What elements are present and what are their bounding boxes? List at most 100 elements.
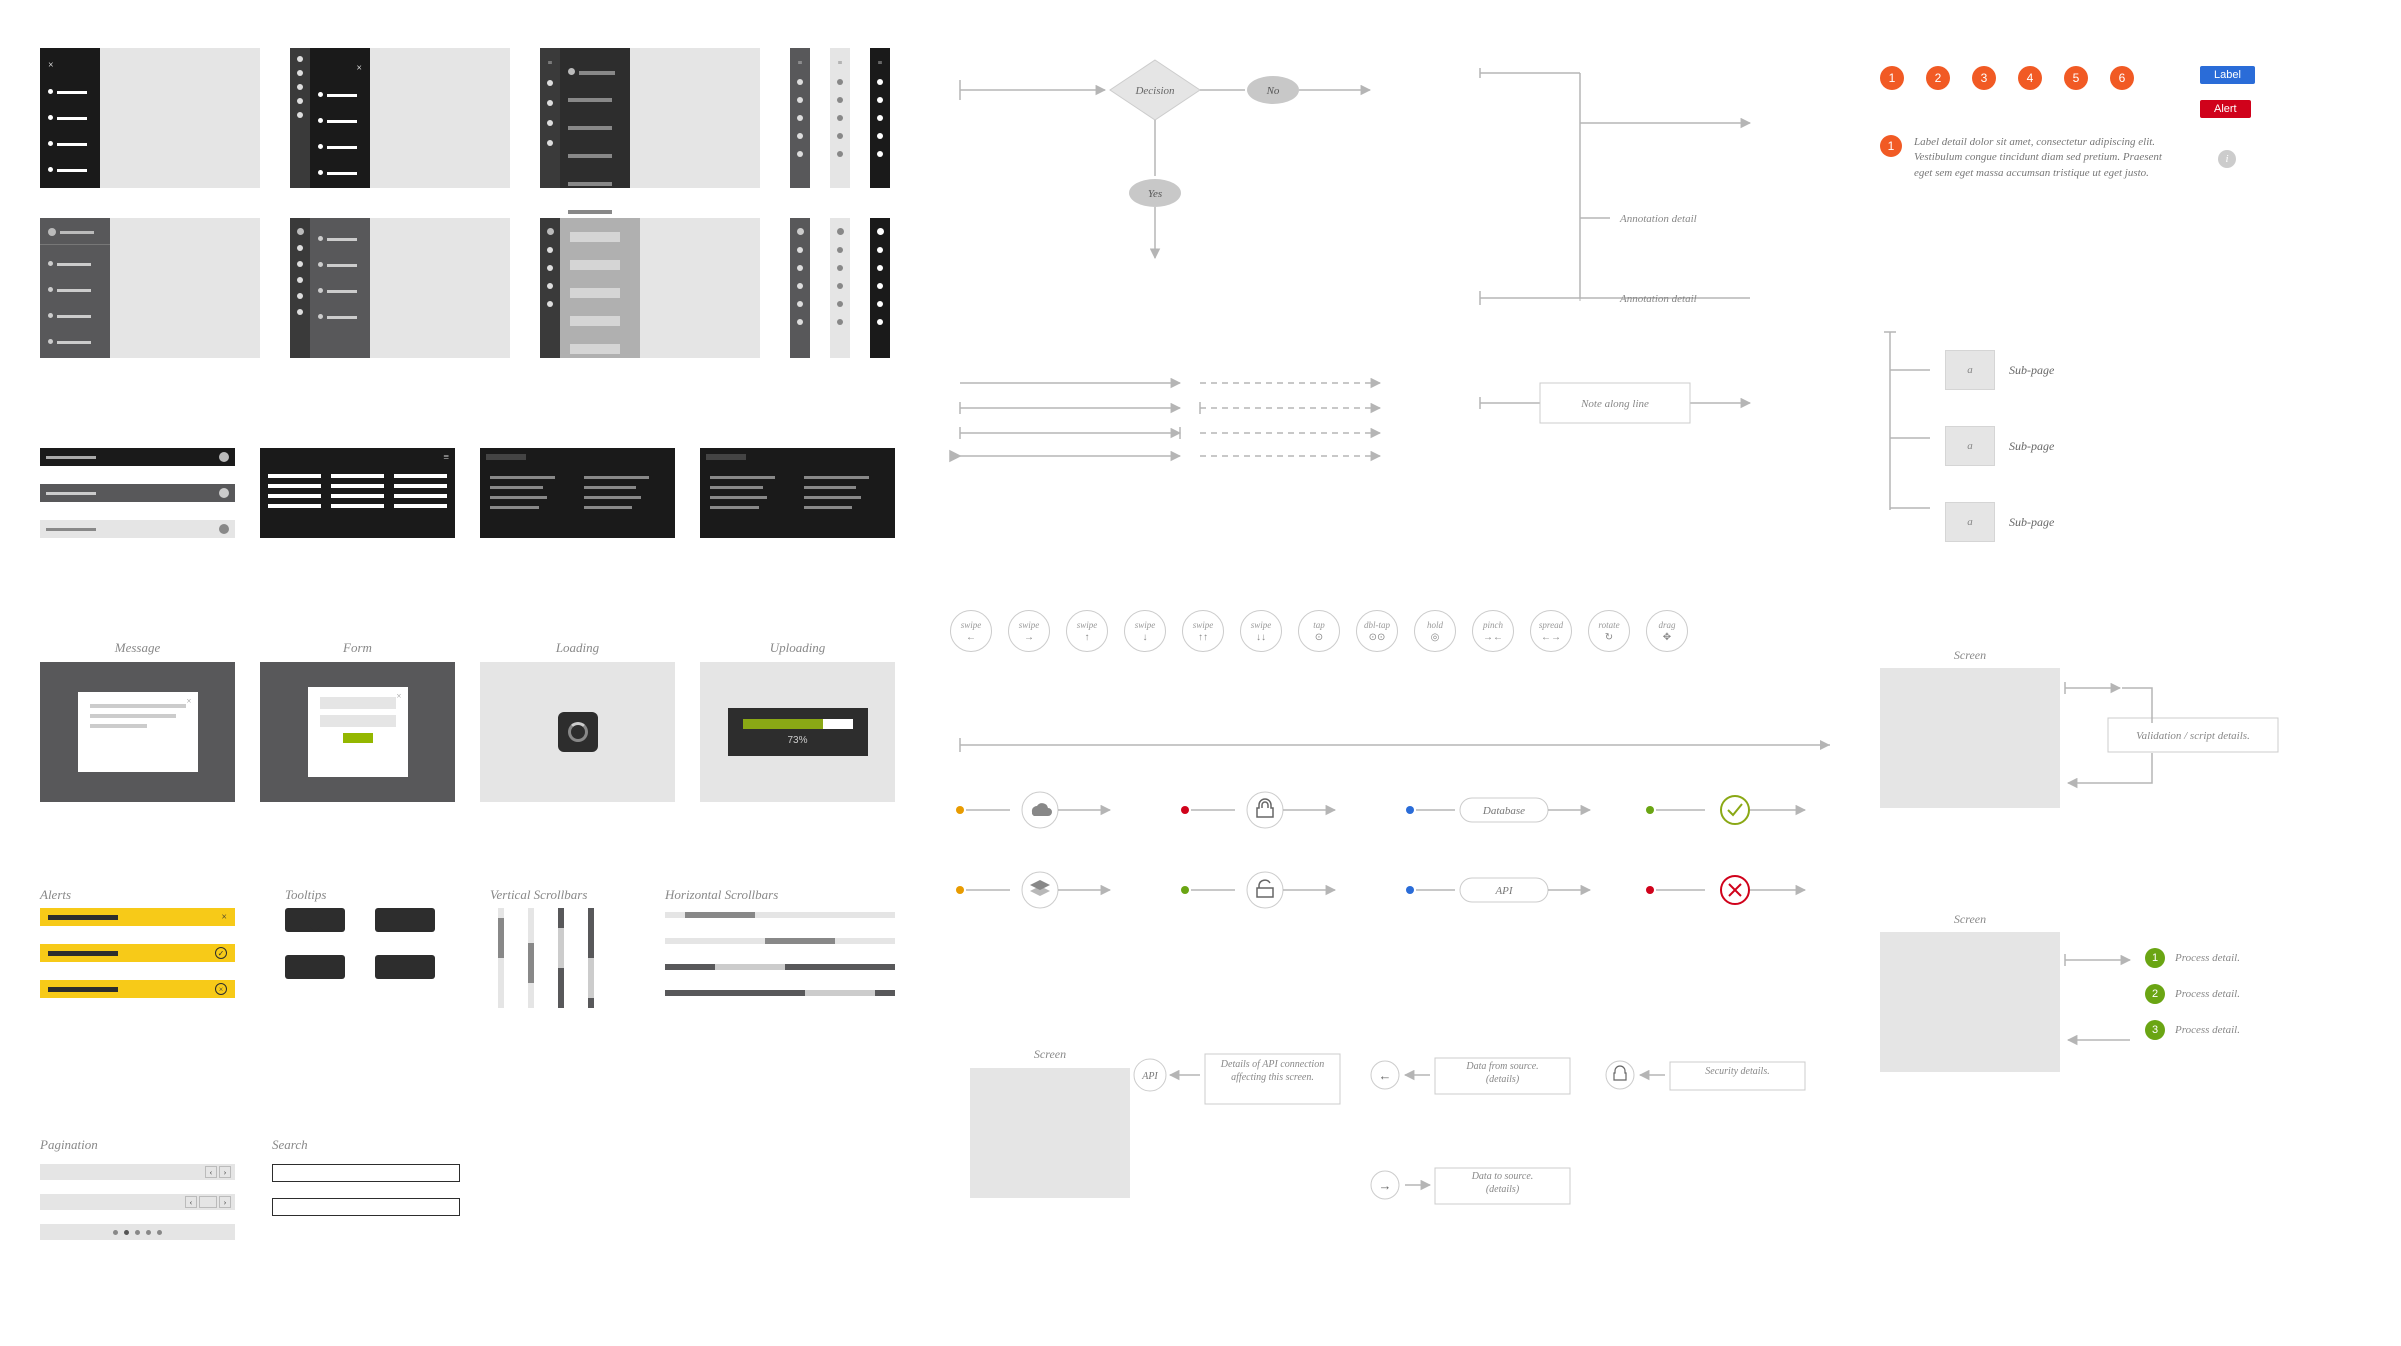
user-icon [797, 228, 804, 235]
modal-message: × [40, 662, 235, 802]
tooltip [375, 955, 435, 979]
hamburger-icon[interactable]: ≡ [878, 58, 883, 67]
gesture-swipe: swipe→ [1008, 610, 1050, 652]
security-detail: Security details. [1675, 1066, 1800, 1077]
close-icon[interactable]: × [221, 912, 227, 923]
check-icon[interactable]: ✓ [215, 947, 227, 959]
hamburger-icon[interactable]: ≡ [443, 452, 449, 463]
hamburger-icon[interactable]: ≡ [838, 58, 843, 67]
section-title: Screen [1880, 648, 2060, 663]
section-title: Tooltips [285, 887, 326, 903]
flowchart-diagram: Decision No Yes Annotation detail Annota… [940, 48, 1850, 458]
sidebar-rail: ≡ [790, 48, 810, 188]
pagination[interactable]: ‹ › [40, 1164, 235, 1180]
step-badge: 4 [2018, 66, 2042, 90]
vscrollbar[interactable] [498, 908, 504, 1008]
timeline-slider[interactable] [950, 730, 1840, 760]
vscrollbar[interactable] [588, 908, 594, 1008]
badge-row: 123456 [1880, 66, 2134, 90]
gesture-swipe: swipe↑ [1066, 610, 1108, 652]
gesture-swipe: swipe↓↓ [1240, 610, 1282, 652]
toolbar-thumb [40, 484, 235, 502]
search-input[interactable] [272, 1164, 460, 1182]
badge-detail: Label detail dolor sit amet, consectetur… [1914, 135, 2180, 181]
flow-rows: Database API [950, 790, 1840, 930]
info-icon[interactable]: i [2218, 150, 2236, 168]
submit-button[interactable] [343, 733, 373, 743]
vscrollbar[interactable] [528, 908, 534, 1008]
data-to: Data to source. (details) [1440, 1170, 1565, 1196]
menu-panel [480, 466, 675, 538]
menu-panel [700, 466, 895, 538]
section-title: Loading [480, 640, 675, 656]
section-title: Screen [1880, 912, 2060, 927]
tooltip [285, 955, 345, 979]
tooltip [375, 908, 435, 932]
gesture-pinch: pinch→← [1472, 610, 1514, 652]
section-title: Pagination [40, 1137, 98, 1153]
alert-warning: ✓ [40, 944, 235, 962]
sidebar-thumb [290, 218, 510, 358]
pagination-dots[interactable] [40, 1224, 235, 1240]
search-input[interactable] [272, 1198, 460, 1216]
sidebar-rail: ≡ [830, 48, 850, 188]
section-title: Form [260, 640, 455, 656]
menu-panel [260, 466, 455, 538]
svg-text:API: API [1141, 1071, 1158, 1082]
screen-thumb [1880, 668, 2060, 808]
hscrollbar[interactable] [665, 964, 895, 970]
svg-text:→: → [1379, 1178, 1392, 1193]
user-icon [547, 228, 554, 235]
hscrollbar[interactable] [665, 990, 895, 996]
close-icon[interactable]: × [396, 691, 401, 701]
close-icon[interactable]: × [186, 696, 191, 706]
sitemap-item[interactable]: aSub-page [1945, 502, 2054, 542]
alert-badge: Alert [2200, 100, 2251, 118]
avatar-icon [219, 524, 229, 534]
toolbar-thumb [40, 448, 235, 466]
close-icon[interactable]: × [48, 60, 54, 71]
section-title: Uploading [700, 640, 895, 656]
data-flow: API Details of API connection affecting … [1130, 1040, 1850, 1240]
avatar-icon [219, 488, 229, 498]
pagination[interactable]: ‹ › [40, 1194, 235, 1210]
modal-form: × [260, 662, 455, 802]
cancel-icon[interactable]: × [215, 983, 227, 995]
api-detail: Details of API connection affecting this… [1210, 1058, 1335, 1084]
gesture-hold: hold◎ [1414, 610, 1456, 652]
screen-thumb [970, 1068, 1130, 1198]
vscrollbar[interactable] [558, 908, 564, 1008]
sidebar-thumb: × [290, 48, 510, 188]
api-label: API [1494, 885, 1513, 897]
hscrollbar[interactable] [665, 912, 895, 918]
sidebar-thumb [540, 218, 760, 358]
modal-uploading: 73% [700, 662, 895, 802]
yes-label: Yes [1148, 188, 1162, 200]
section-title: Vertical Scrollbars [490, 887, 587, 903]
user-icon [297, 228, 304, 235]
sidebar-rail [790, 218, 810, 358]
no-label: No [1266, 85, 1280, 97]
gesture-rotate: rotate↻ [1588, 610, 1630, 652]
process-step: 3Process detail. [2145, 1020, 2240, 1040]
label-badge: Label [2200, 66, 2255, 84]
database-label: Database [1482, 805, 1525, 817]
close-icon[interactable]: × [356, 63, 362, 74]
hamburger-icon[interactable]: ≡ [548, 60, 553, 66]
check-icon [1721, 796, 1749, 824]
section-title: Alerts [40, 887, 71, 903]
alert-warning: × [40, 980, 235, 998]
sitemap-item[interactable]: aSub-page [1945, 350, 2054, 390]
progress-label: 73% [787, 735, 807, 746]
process-step: 2Process detail. [2145, 984, 2240, 1004]
section-title: Horizontal Scrollbars [665, 887, 778, 903]
toolbar-thumb [480, 448, 675, 466]
hamburger-icon[interactable]: ≡ [798, 58, 803, 67]
gesture-row: swipe←swipe→swipe↑swipe↓swipe↑↑swipe↓↓ta… [950, 610, 1688, 652]
sitemap-item[interactable]: aSub-page [1945, 426, 2054, 466]
step-badge: 6 [2110, 66, 2134, 90]
sidebar-rail: ≡ [870, 48, 890, 188]
step-badge: 1 [1880, 66, 1904, 90]
note-label: Note along line [1580, 398, 1649, 410]
hscrollbar[interactable] [665, 938, 895, 944]
